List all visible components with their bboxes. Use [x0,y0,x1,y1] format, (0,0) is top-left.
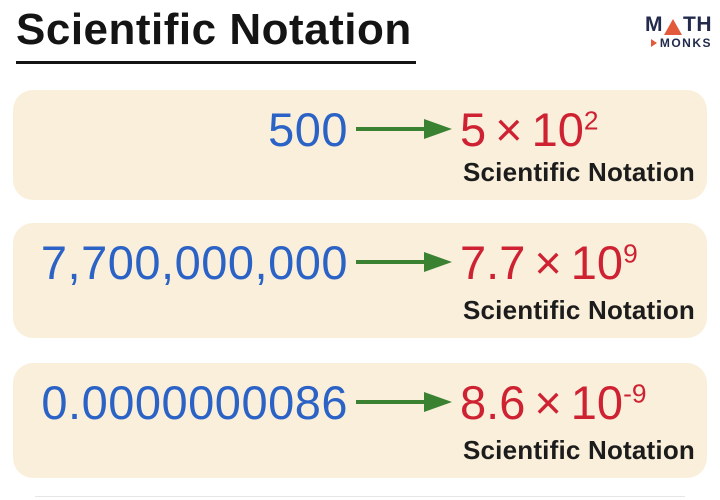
conversion-card: 7,700,000,000 7.7 × 109 Scientific Notatio… [13,223,707,338]
exponent: 9 [623,237,638,268]
conversion-row: 500 5 × 102 [28,100,692,158]
conversion-row: 0.0000000086 8.6 × 10-9 [28,373,692,431]
logo-word-math: M TH [645,14,712,35]
logo-text-m: M [645,13,663,36]
card-label: Scientific Notation [462,157,695,187]
conversion-card: 0.0000000086 8.6 × 10-9 Scientific Notatio… [13,363,707,478]
exponent: 2 [583,104,599,135]
multiply-sign: × [534,235,562,289]
coefficient: 7.7 [460,235,526,289]
multiply-sign: × [534,375,562,429]
logo-triangle-icon [664,19,682,35]
card-label: Scientific Notation [462,435,695,465]
logo-text-monks: MONKS [659,36,712,50]
conversion-row: 7,700,000,000 7.7 × 109 [28,233,692,291]
card-label: Scientific Notation [462,295,695,325]
logo-word-monks: MONKS [645,37,712,49]
standard-number: 0.0000000086 [41,375,348,429]
logo-accent-icon [650,39,657,47]
logo-text-th: TH [683,13,712,36]
base: 10 [531,102,584,156]
bottom-divider [35,496,685,497]
standard-number: 7,700,000,000 [40,235,348,289]
base: 10 [570,235,624,289]
standard-number: 500 [268,102,348,156]
coefficient: 5 [460,102,487,156]
scientific-result: 5 × 102 [460,102,692,157]
arrow-right-icon [348,118,460,140]
coefficient: 8.6 [460,375,526,429]
page-title: Scientific Notation [16,5,416,65]
arrow-right-icon [348,391,460,413]
scientific-result: 8.6 × 10-9 [460,375,692,430]
base: 10 [570,375,624,429]
arrow-right-icon [348,251,460,273]
exponent: -9 [623,377,647,408]
math-monks-logo: M TH MONKS [645,14,712,49]
scientific-result: 7.7 × 109 [460,235,692,290]
conversion-card: 500 5 × 102 Scientific Notation [13,90,707,200]
multiply-sign: × [495,102,523,156]
